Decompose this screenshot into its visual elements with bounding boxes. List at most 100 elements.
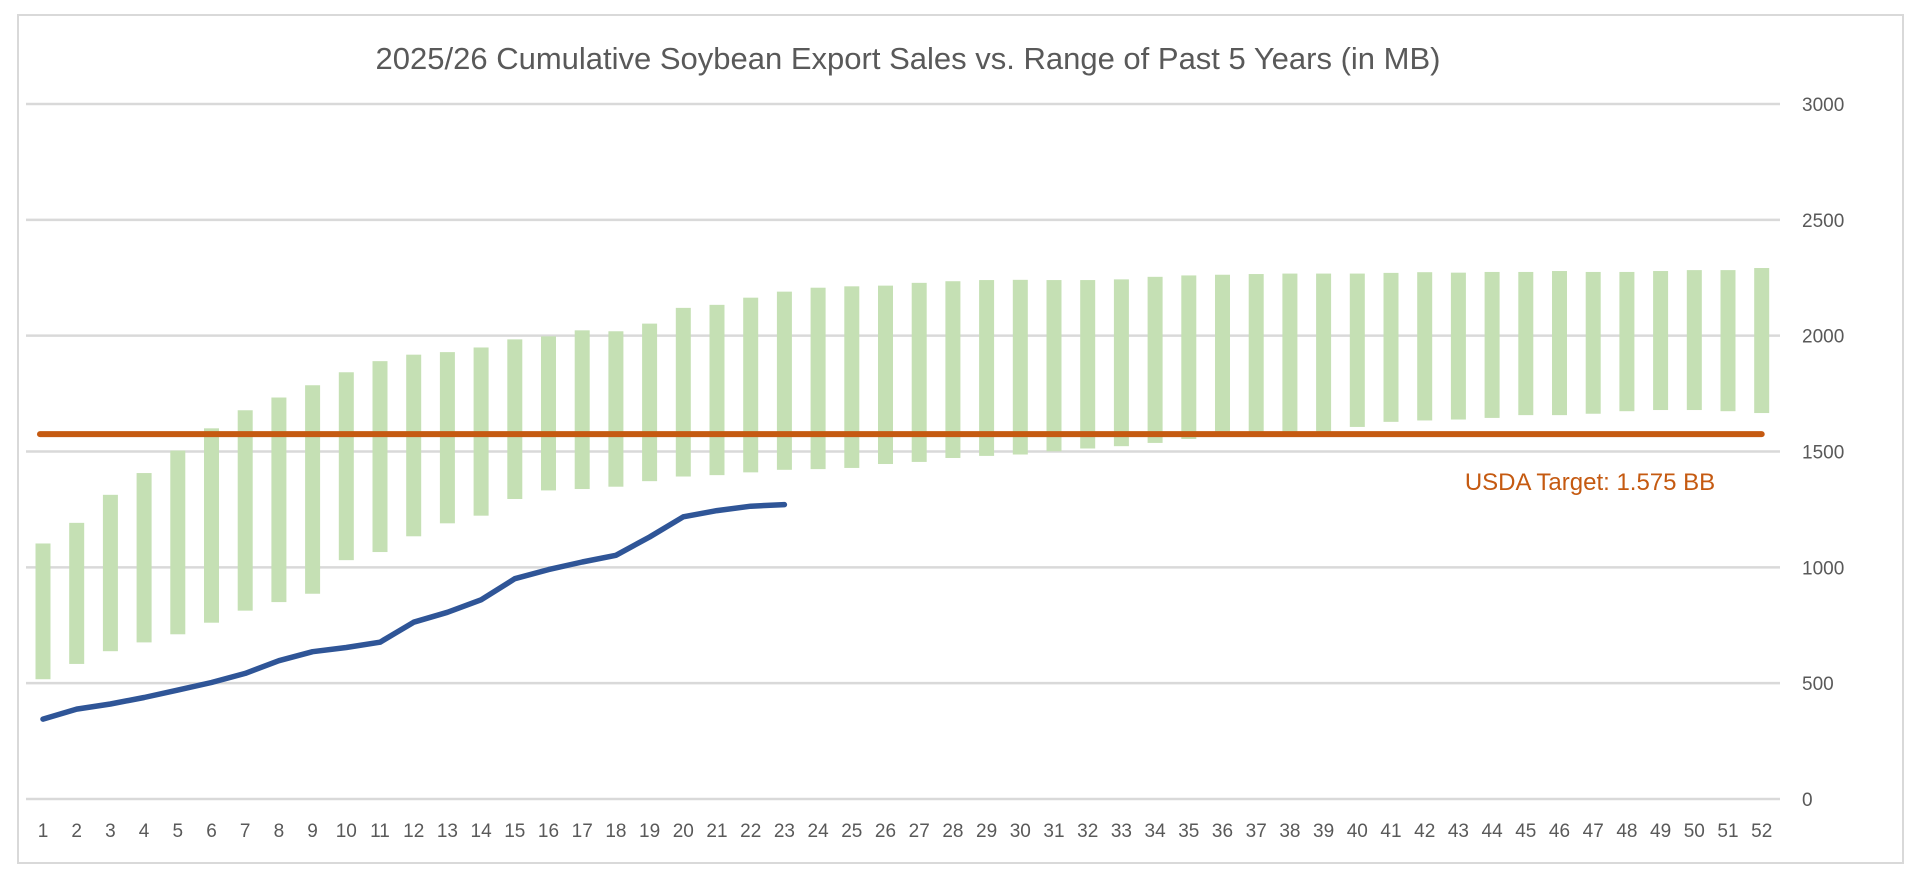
x-tick-label: 33	[1111, 821, 1132, 842]
x-tick-label: 4	[139, 821, 150, 842]
range-bar	[1450, 272, 1466, 420]
x-tick-label: 48	[1616, 821, 1637, 842]
x-tick-label: 46	[1549, 821, 1570, 842]
x-tick-label: 30	[1010, 821, 1031, 842]
range-bar	[810, 287, 826, 470]
range-bar	[271, 397, 287, 603]
range-bar	[1383, 272, 1399, 422]
range-bar	[1417, 272, 1433, 421]
range-bar	[574, 330, 590, 490]
range-bar	[1518, 271, 1534, 416]
range-bar	[1147, 276, 1163, 443]
range-bar	[1215, 274, 1230, 436]
x-tick-label: 35	[1178, 821, 1199, 842]
x-tick-label: 11	[370, 821, 390, 842]
x-tick-label: 2	[71, 821, 82, 842]
chart-frame	[17, 14, 1904, 864]
chart-title: 2025/26 Cumulative Soybean Export Sales …	[376, 41, 1441, 76]
range-bar	[1012, 279, 1028, 455]
x-tick-label: 51	[1717, 821, 1738, 842]
range-bar	[1248, 274, 1264, 435]
range-bar	[1282, 273, 1298, 435]
y-tick-label: 3000	[1802, 95, 1844, 116]
x-tick-label: 8	[274, 821, 285, 842]
x-tick-label: 22	[740, 821, 761, 842]
y-tick-label: 2500	[1802, 211, 1844, 232]
range-bar	[675, 307, 691, 477]
gridlines	[26, 102, 1780, 801]
range-bar	[1181, 275, 1197, 439]
y-tick-label: 1000	[1802, 558, 1844, 579]
x-tick-label: 42	[1414, 821, 1435, 842]
range-bar	[507, 339, 523, 499]
x-tick-label: 29	[976, 821, 997, 842]
export-sales-line	[40, 501, 788, 722]
x-tick-label: 12	[403, 821, 424, 842]
range-bar	[776, 291, 792, 470]
y-tick-label: 0	[1802, 790, 1813, 811]
x-tick-label: 49	[1650, 821, 1671, 842]
range-bar	[844, 286, 860, 468]
range-bar	[1316, 273, 1332, 434]
range-bar	[237, 410, 253, 611]
x-tick-label: 1	[38, 821, 49, 842]
export-sales-line-layer	[40, 501, 788, 722]
range-bar	[35, 543, 51, 680]
range-bar	[709, 304, 725, 476]
range-bar	[372, 361, 388, 553]
x-tick-label: 10	[336, 821, 357, 842]
y-axis-tick-labels: 0 500 1000 1500 2000 2500 3000	[1802, 95, 1844, 811]
x-tick-label: 7	[240, 821, 251, 842]
range-bar	[136, 473, 152, 643]
x-tick-label: 9	[307, 821, 318, 842]
x-tick-label: 20	[673, 821, 694, 842]
x-tick-label: 44	[1482, 821, 1504, 842]
range-bar	[338, 372, 354, 561]
x-tick-label: 26	[875, 821, 896, 842]
y-tick-label: 1500	[1802, 443, 1844, 464]
x-tick-label: 40	[1347, 821, 1368, 842]
x-tick-label: 24	[808, 821, 830, 842]
y-tick-label: 2000	[1802, 327, 1844, 348]
range-bar	[743, 297, 759, 473]
x-tick-label: 50	[1684, 821, 1705, 842]
range-bar	[878, 285, 893, 465]
range-bar	[1653, 271, 1669, 411]
x-axis-tick-labels: 1 2 3 4 5 6 7 8 9 10 11 12 13 14 15 16 17 18 19 20 21 22 23 24 2…	[38, 821, 1773, 842]
x-tick-label: 25	[841, 821, 862, 842]
x-tick-label: 32	[1077, 821, 1098, 842]
x-tick-label: 13	[437, 821, 458, 842]
x-tick-label: 37	[1246, 821, 1267, 842]
x-tick-label: 27	[909, 821, 930, 842]
x-tick-label: 17	[572, 821, 593, 842]
x-tick-label: 6	[206, 821, 217, 842]
x-tick-label: 34	[1145, 821, 1167, 842]
x-tick-label: 47	[1583, 821, 1604, 842]
range-bar	[1552, 271, 1567, 416]
range-bar	[1754, 268, 1770, 414]
range-bar	[1720, 270, 1736, 412]
x-tick-label: 31	[1043, 821, 1064, 842]
x-tick-label: 16	[538, 821, 559, 842]
range-bar	[608, 331, 624, 487]
x-tick-label: 28	[942, 821, 963, 842]
x-tick-label: 41	[1380, 821, 1401, 842]
x-tick-label: 45	[1515, 821, 1536, 842]
x-tick-label: 5	[173, 821, 184, 842]
range-bar	[1080, 280, 1096, 449]
range-bar	[945, 281, 961, 458]
range-bar	[911, 282, 927, 462]
x-tick-label: 19	[639, 821, 660, 842]
usda-target-label: USDA Target: 1.575 BB	[1465, 469, 1715, 496]
range-bar	[305, 385, 321, 594]
x-tick-label: 18	[605, 821, 626, 842]
x-tick-label: 52	[1751, 821, 1772, 842]
range-bar	[1349, 273, 1365, 427]
x-tick-label: 15	[504, 821, 525, 842]
range-bar	[204, 428, 219, 623]
range-bar	[406, 354, 422, 537]
x-tick-label: 3	[105, 821, 116, 842]
range-bar	[1686, 270, 1702, 411]
range-bar	[439, 352, 455, 524]
y-tick-label: 500	[1802, 674, 1834, 695]
